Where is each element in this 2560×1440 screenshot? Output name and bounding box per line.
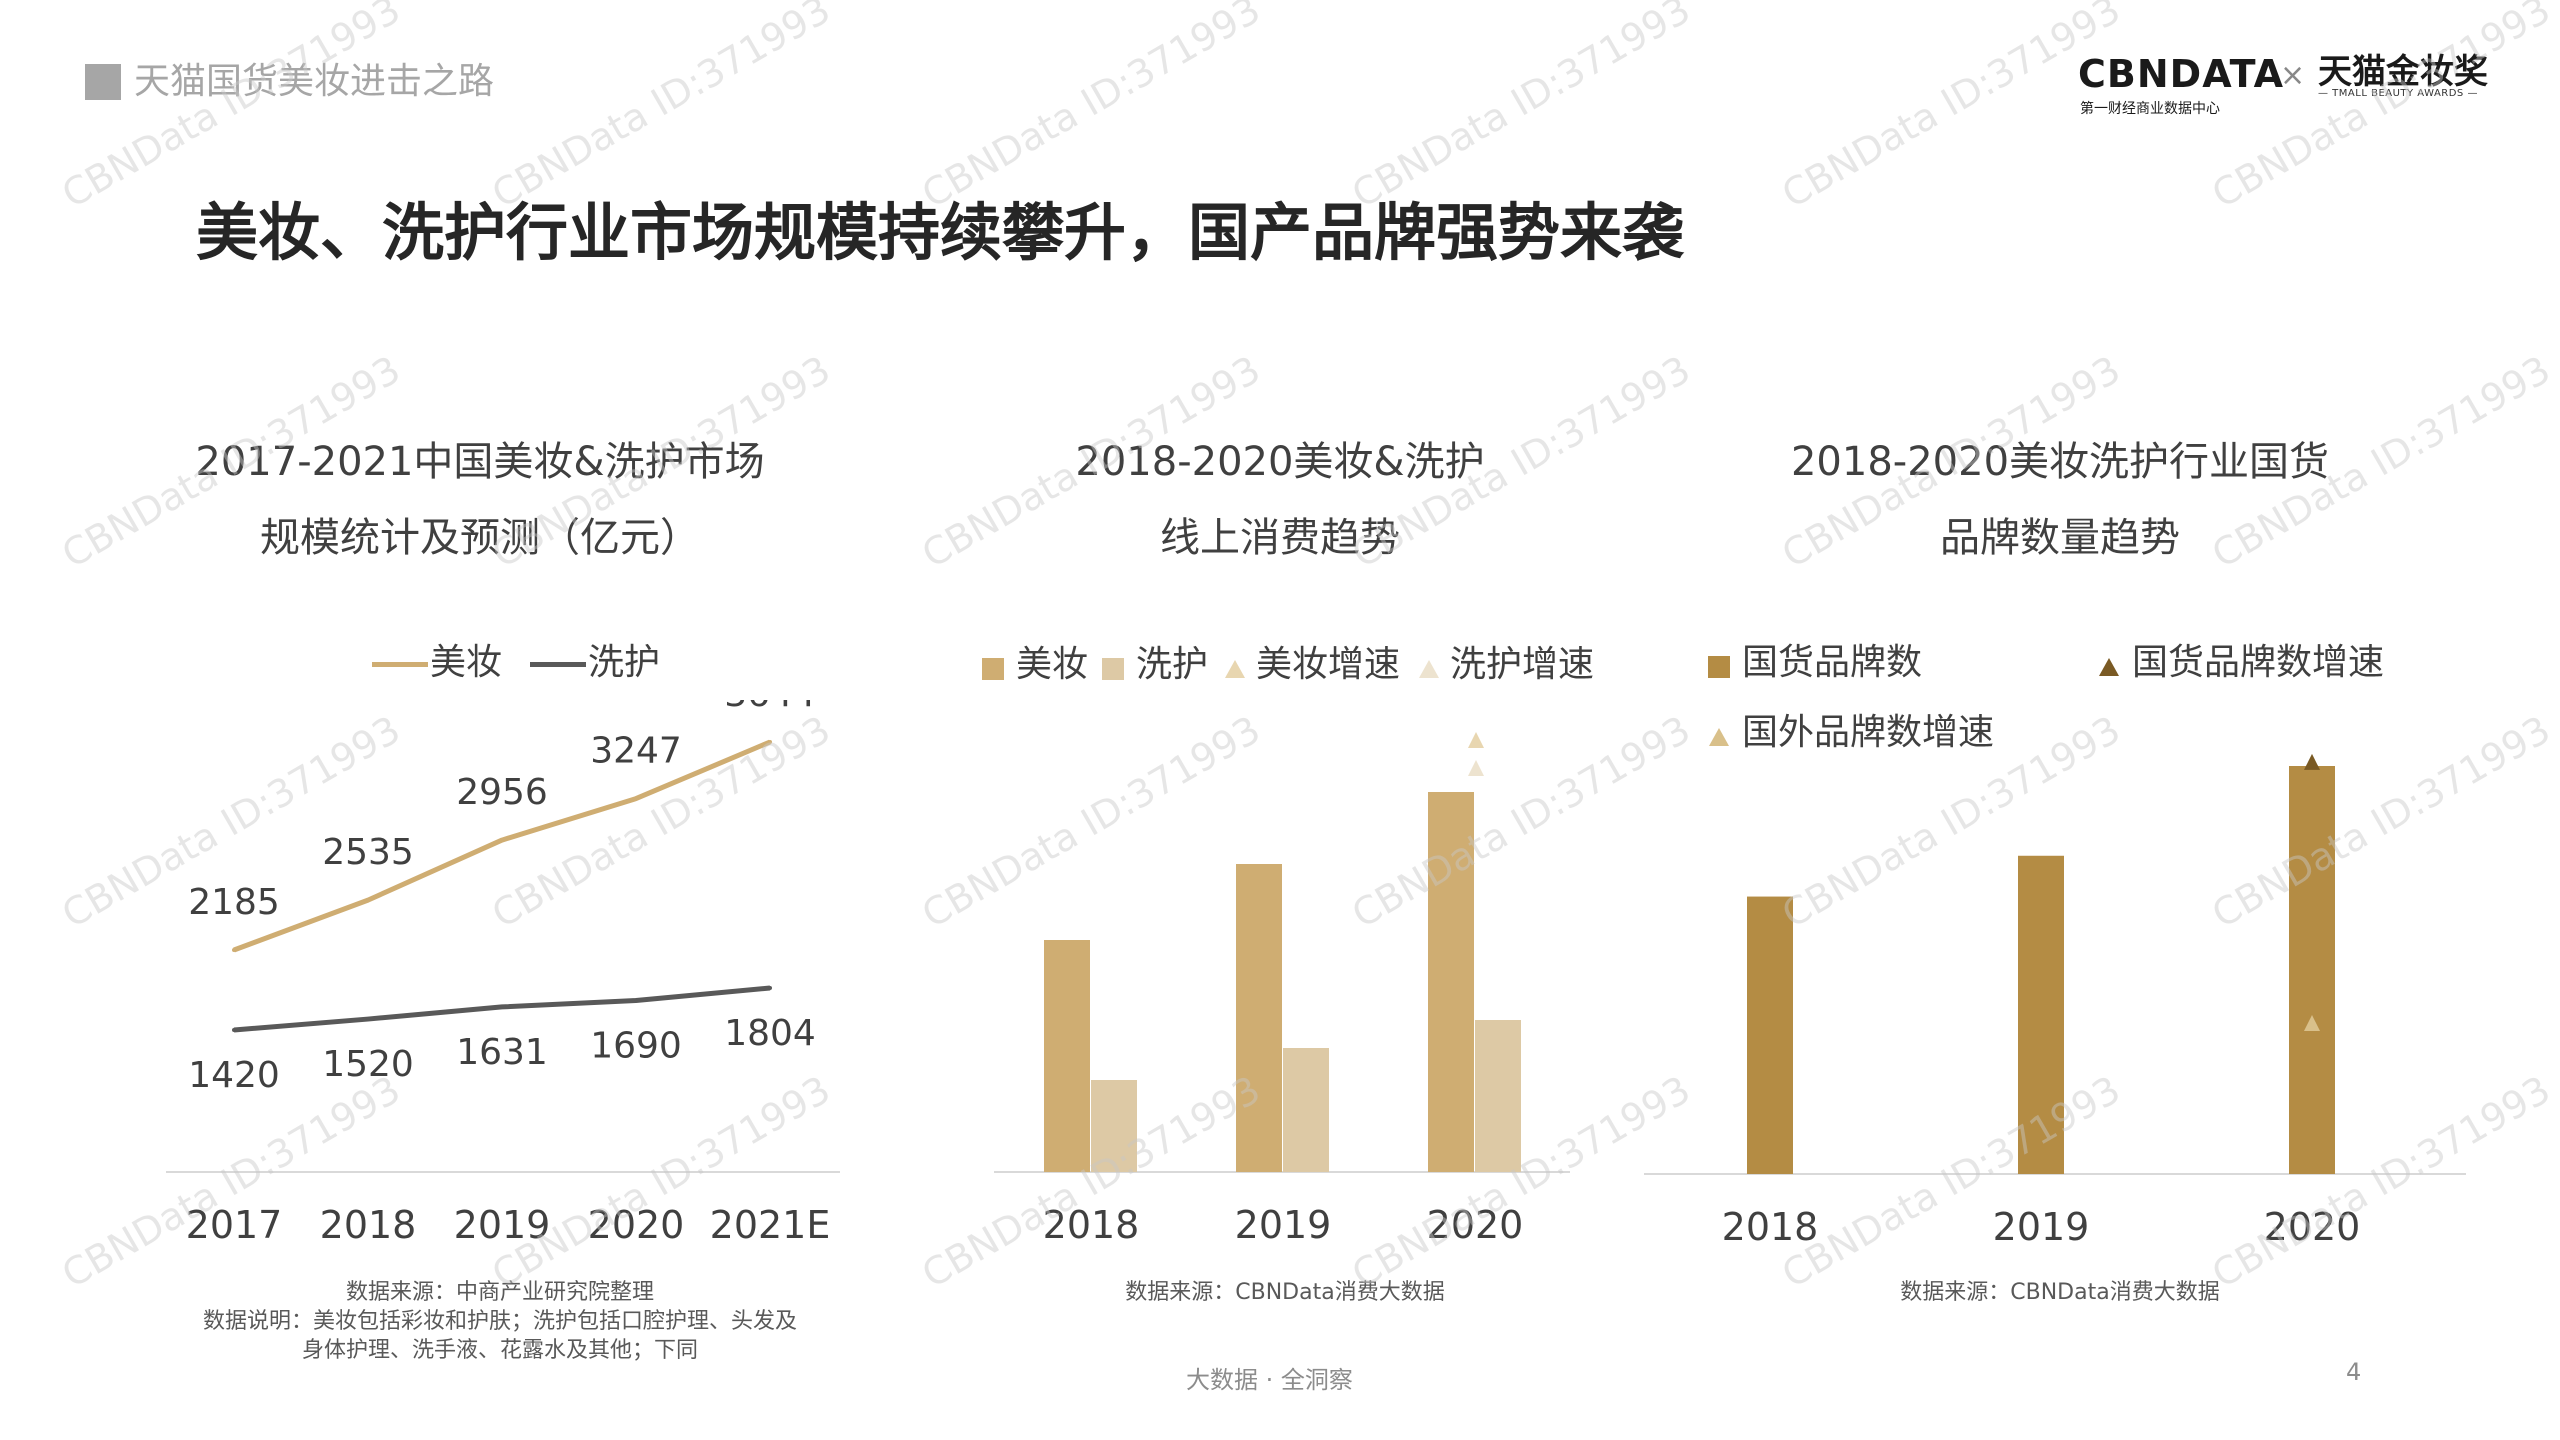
tmall-awards-logo: 天猫金妆奖 [2318,52,2488,92]
data-label-care: 1804 [724,1013,816,1054]
chart3-legend: 国货品牌数 国货品牌数增速 国外品牌数增速 [1706,638,2426,758]
legend-label-care: 洗护 [588,642,661,683]
legend-label-domestic-brands: 国货品牌数 [1742,642,1923,683]
line-chart-market-size: 2185 2535 2956 3247 3644 1420 1520 1631 1690 1804… [166,700,840,1247]
footer-tagline: 大数据 · 全洞察 [1186,1366,1353,1394]
legend-line-beauty-icon [372,662,428,667]
data-label-beauty: 2535 [322,832,414,873]
x-tick-label: 2018 [1722,1205,1819,1249]
legend-label-domestic-growth: 国货品牌数增速 [2132,642,2385,683]
chart2-title: 2018-2020美妆&洗护 线上消费趋势 [960,424,1600,576]
chart1-title-line1: 2017-2021中国美妆&洗护市场 [195,439,765,485]
page-title: 美妆、洗护行业市场规模持续攀升，国产品牌强势来袭 [196,196,1685,269]
data-point-care [768,986,772,990]
data-point-beauty [634,796,638,801]
series-line-care [233,985,771,1033]
bar-care [1091,1080,1137,1172]
legend-triangle-foreign-growth-icon [1709,728,1729,746]
x-tick-label: 2020 [588,1203,685,1247]
x-tick-label: 2020 [1427,1203,1524,1247]
chart2-legend: 美妆 洗护 美妆增速 洗护增速 [980,640,1620,690]
growth-marker-beauty [1468,732,1484,748]
data-label-care: 1420 [188,1055,280,1096]
data-point-care [634,998,638,1003]
x-tick-label: 2018 [1043,1203,1140,1247]
chart1-source-line3: 身体护理、洗手液、花露水及其他；下同 [301,1338,698,1363]
data-label-care: 1690 [590,1025,682,1066]
watermark-text: CBNData ID:371993 [484,0,838,217]
legend-square-beauty-icon [982,658,1004,680]
data-label-beauty: 3247 [590,731,682,772]
page-number: 4 [2346,1358,2362,1386]
data-point-beauty [232,948,236,952]
watermark-text: CBNData ID:371993 [2204,0,2558,217]
chart2-title-line2: 线上消费趋势 [1160,515,1400,561]
chart2-title-line1: 2018-2020美妆&洗护 [1075,439,1485,485]
tmall-awards-logo-subtitle: — TMALL BEAUTY AWARDS — [2318,88,2478,99]
chart3-title-line2: 品牌数量趋势 [1940,515,2180,561]
x-tick-label: 2017 [186,1203,283,1247]
chart1-source-line1: 数据来源：中商产业研究院整理 [345,1280,654,1305]
chart1-source-line2: 数据说明：美妆包括彩妆和护肤；洗护包括口腔护理、头发及 [202,1309,797,1334]
x-tick-label: 2019 [454,1203,551,1247]
bar-domestic-brands [1747,896,1793,1174]
bar-beauty [1044,940,1090,1172]
bar-domestic-brands [2289,766,2335,1174]
legend-label-care-growth: 洗护增速 [1450,644,1595,685]
data-point-beauty [500,838,504,843]
data-point-care [232,1028,236,1032]
bar-chart-online-consumption: 2018 2019 2020 [994,732,1570,1247]
chart1-title-line2: 规模统计及预测（亿元） [260,515,700,561]
data-point-care [366,1017,370,1022]
x-tick-label: 2019 [1993,1205,2090,1249]
header-square-icon [85,64,121,100]
chart3-source: 数据来源：CBNData消费大数据 [1900,1280,2220,1305]
watermark-text: CBNData ID:371993 [1344,0,1698,217]
legend-label-care: 洗护 [1136,644,1209,685]
header-title: 天猫国货美妆进击之路 [134,61,495,102]
watermark-text: CBNData ID:371993 [914,0,1268,217]
bar-care [1475,1020,1521,1172]
data-point-beauty [366,898,370,903]
legend-label-foreign-growth: 国外品牌数增速 [1742,712,1995,753]
x-tick-label: 2021E [710,1203,831,1247]
data-label-beauty: 3644 [724,700,816,715]
bar-domestic-brands [2018,855,2064,1174]
bar-beauty [1236,864,1282,1172]
growth-marker-foreign [2304,1015,2320,1032]
logo-separator: × [2280,58,2306,93]
bar-chart-domestic-brands: 2018 2019 2020 [1644,753,2466,1249]
legend-square-domestic-icon [1708,656,1730,678]
watermark-text: CBNData ID:371993 [1774,0,2128,217]
data-point-beauty [768,740,772,744]
data-label-beauty: 2956 [456,772,548,813]
x-tick-label: 2019 [1235,1203,1332,1247]
cbndata-logo: CBNDATA [2078,52,2285,96]
legend-triangle-beauty-growth-icon [1225,660,1245,678]
legend-triangle-domestic-growth-icon [2099,658,2119,676]
legend-label-beauty-growth: 美妆增速 [1256,644,1401,685]
chart3-title-line1: 2018-2020美妆洗护行业国货 [1790,439,2330,485]
data-label-care: 1520 [322,1044,414,1085]
chart3-title: 2018-2020美妆洗护行业国货 品牌数量趋势 [1740,424,2380,576]
bar-care [1283,1048,1329,1172]
legend-triangle-care-growth-icon [1419,660,1439,678]
growth-marker-care [1468,760,1484,776]
legend-square-care-icon [1102,658,1124,680]
legend-label-beauty: 美妆 [1016,644,1089,685]
chart1-source: 数据来源：中商产业研究院整理 数据说明：美妆包括彩妆和护肤；洗护包括口腔护理、头… [150,1278,850,1365]
bar-beauty [1428,792,1474,1172]
data-label-care: 1631 [456,1032,548,1073]
data-label-beauty: 2185 [188,882,280,923]
cbndata-logo-subtitle: 第一财经商业数据中心 [2080,101,2220,117]
x-tick-label: 2018 [320,1203,417,1247]
chart2-source: 数据来源：CBNData消费大数据 [1125,1280,1445,1305]
watermark-text: CBNData ID:371993 [54,0,408,217]
chart1-title: 2017-2021中国美妆&洗护市场 规模统计及预测（亿元） [150,424,810,576]
x-tick-label: 2020 [2264,1205,2361,1249]
data-point-care [500,1004,504,1009]
growth-marker-domestic [2304,753,2320,770]
legend-line-care-icon [530,662,586,667]
legend-label-beauty: 美妆 [430,642,503,683]
